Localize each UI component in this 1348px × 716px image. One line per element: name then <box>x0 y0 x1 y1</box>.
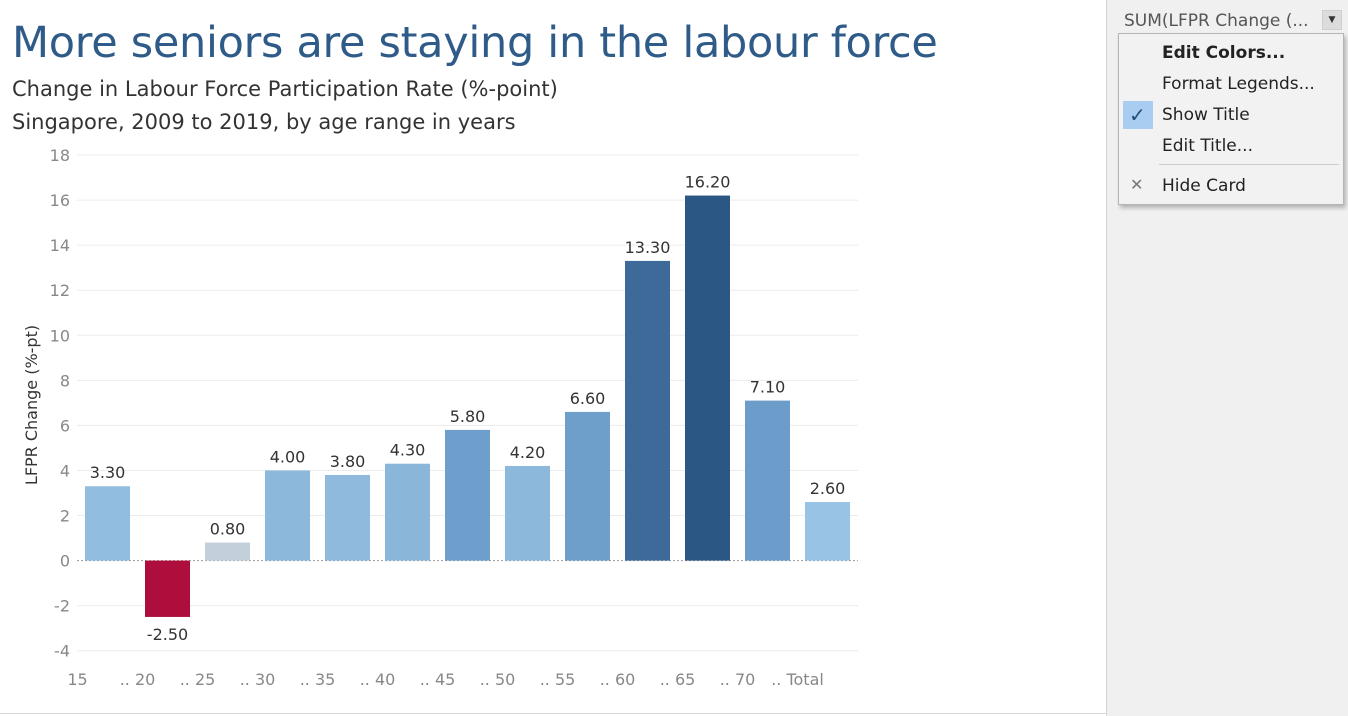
x-tick-label: .. 40 <box>360 670 396 689</box>
caret-down-icon[interactable]: ▼ <box>1322 10 1342 30</box>
menu-item-label: Hide Card <box>1162 176 1246 196</box>
y-tick-label: 2 <box>60 507 70 526</box>
menu-item-label: Format Legends... <box>1162 74 1315 94</box>
chart-pane: More seniors are staying in the labour f… <box>0 18 1106 714</box>
y-tick-label: 8 <box>60 371 70 390</box>
bar-value-label: 5.80 <box>450 407 486 426</box>
chart-title[interactable]: More seniors are staying in the labour f… <box>12 18 938 68</box>
bar-value-label: 4.20 <box>510 443 546 462</box>
menu-item-edit-title[interactable]: Edit Title... <box>1119 131 1343 161</box>
y-tick-label: 10 <box>50 326 70 345</box>
bar-value-label: 16.20 <box>685 173 731 192</box>
pane-bottom-border <box>0 713 1106 714</box>
chart-subtitle-line-2: Singapore, 2009 to 2019, by age range in… <box>12 110 516 134</box>
bar[interactable] <box>805 502 850 561</box>
menu-item-label: Edit Title... <box>1162 136 1253 156</box>
menu-item-label: Edit Colors... <box>1162 43 1286 63</box>
y-tick-label: 16 <box>50 191 70 210</box>
y-tick-label: 0 <box>60 552 70 571</box>
y-tick-label: 14 <box>50 236 70 255</box>
y-tick-label: -2 <box>54 597 70 616</box>
bar-value-label: 7.10 <box>750 378 786 397</box>
x-tick-label: .. 65 <box>660 670 696 689</box>
bar[interactable] <box>205 542 250 561</box>
bar[interactable] <box>145 560 190 617</box>
y-tick-label: -4 <box>54 642 70 661</box>
bar[interactable] <box>85 486 130 561</box>
menu-separator <box>1159 164 1339 165</box>
y-axis-ticks: 18 16 14 12 10 8 6 4 2 0 -2 -4 <box>50 146 70 661</box>
x-tick-label: .. 25 <box>180 670 216 689</box>
x-tick-label: .. 70 <box>720 670 756 689</box>
x-tick-label: .. 55 <box>540 670 576 689</box>
bar[interactable] <box>745 400 790 561</box>
x-tick-label: .. 50 <box>480 670 516 689</box>
menu-item-label: Show Title <box>1162 105 1250 125</box>
legend-context-menu: Edit Colors... Format Legends... ✓ Show … <box>1118 33 1344 205</box>
x-tick-label: 15 <box>67 670 87 689</box>
bar-value-label: 3.30 <box>90 463 126 482</box>
checkmark-icon: ✓ <box>1123 101 1153 129</box>
y-tick-label: 6 <box>60 416 70 435</box>
bar-value-label: 2.60 <box>810 479 846 498</box>
bar-value-label: -2.50 <box>147 625 188 644</box>
menu-item-edit-colors[interactable]: Edit Colors... <box>1119 38 1343 68</box>
bar[interactable] <box>385 463 430 561</box>
bar-value-label: 6.60 <box>570 389 606 408</box>
bar-value-label: 0.80 <box>210 520 246 539</box>
x-tick-label: .. 35 <box>300 670 336 689</box>
close-icon: ✕ <box>1130 175 1144 194</box>
bar-value-label: 4.30 <box>390 441 426 460</box>
bar-value-label: 3.80 <box>330 452 366 471</box>
x-tick-label: .. 45 <box>420 670 456 689</box>
x-tick-label: .. 60 <box>600 670 636 689</box>
data-labels: 3.30 -2.50 0.80 4.00 3.80 4.30 5.80 4.20 6.60 13.… <box>90 173 846 644</box>
y-tick-label: 4 <box>60 461 70 480</box>
legend-title[interactable]: SUM(LFPR Change (... <box>1124 11 1309 31</box>
bar[interactable] <box>325 474 370 561</box>
bars <box>85 195 850 617</box>
x-tick-label: .. 30 <box>240 670 276 689</box>
y-tick-label: 12 <box>50 281 70 300</box>
bar[interactable] <box>265 470 310 561</box>
x-tick-label: .. Total <box>771 670 824 689</box>
chart-subtitle-line-1: Change in Labour Force Participation Rat… <box>12 77 558 101</box>
bar[interactable] <box>565 411 610 561</box>
legend-card-header[interactable]: SUM(LFPR Change (... ▼ <box>1116 6 1342 34</box>
bar-chart[interactable]: 18 16 14 12 10 8 6 4 2 0 -2 -4 3.30 -2.50 0.80 4.00 3.8… <box>0 140 880 700</box>
menu-item-format-legends[interactable]: Format Legends... <box>1119 69 1343 99</box>
bar[interactable] <box>625 260 670 561</box>
bar[interactable] <box>505 465 550 561</box>
bar[interactable] <box>685 195 730 561</box>
bar[interactable] <box>445 429 490 561</box>
x-axis-ticks: 15 .. 20 .. 25 .. 30 .. 35 .. 40 .. 45 .. 50 .. … <box>67 670 823 689</box>
bar-value-label: 13.30 <box>625 238 671 257</box>
gridlines <box>77 154 858 652</box>
bar-value-label: 4.00 <box>270 447 306 466</box>
y-tick-label: 18 <box>50 146 70 165</box>
x-tick-label: .. 20 <box>120 670 156 689</box>
y-axis-label: LFPR Change (%-pt) <box>22 325 41 485</box>
menu-item-hide-card[interactable]: ✕ Hide Card <box>1119 171 1343 201</box>
menu-item-show-title[interactable]: ✓ Show Title <box>1119 100 1343 130</box>
